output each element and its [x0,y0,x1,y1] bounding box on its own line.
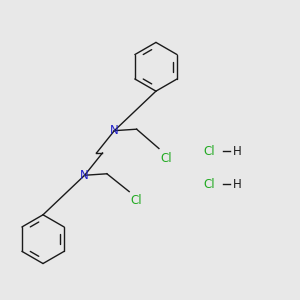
Text: N: N [110,124,119,137]
Text: Cl: Cl [160,152,172,165]
Text: H: H [233,178,242,191]
Text: H: H [233,145,242,158]
Text: Cl: Cl [203,145,215,158]
Text: Cl: Cl [203,178,215,191]
Text: Cl: Cl [131,194,142,207]
Text: N: N [80,169,89,182]
